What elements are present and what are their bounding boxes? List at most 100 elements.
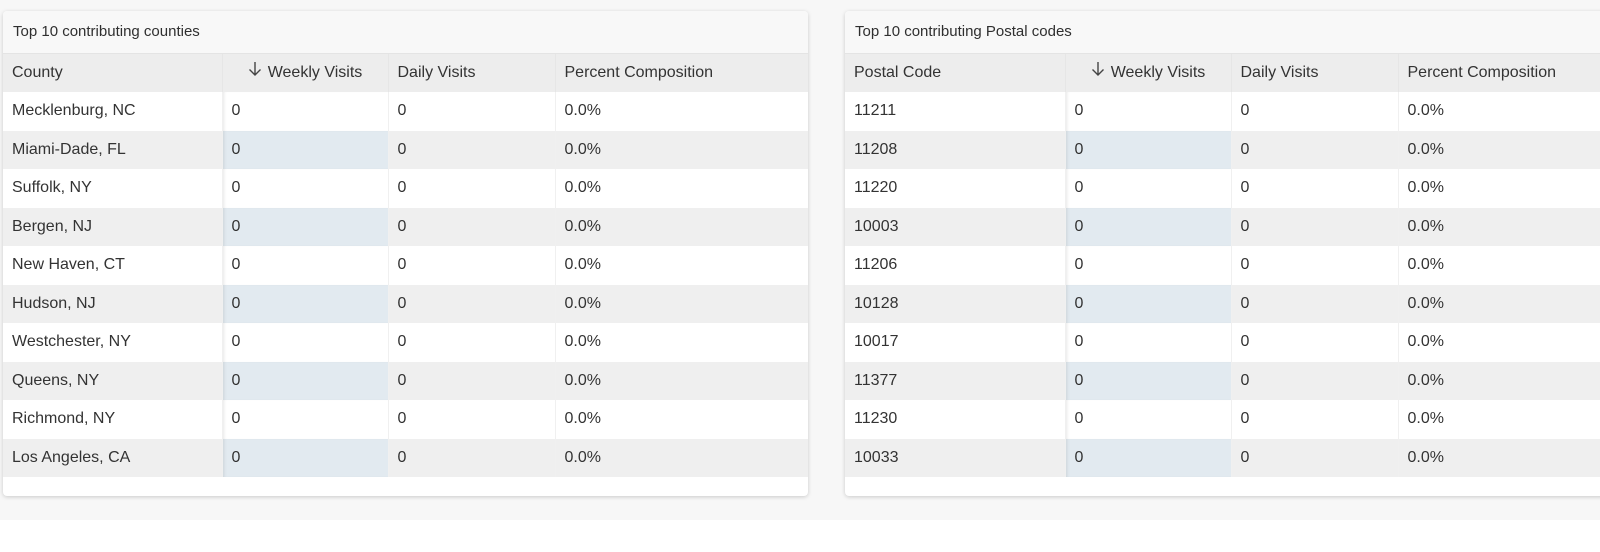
column-header-weekly-visits[interactable]: Weekly Visits: [222, 54, 389, 92]
table-row[interactable]: 10017 0 0 0.0%: [845, 323, 1600, 362]
cell-percent-composition: 0.0%: [1398, 246, 1600, 285]
cell-weekly-visits: 0: [1065, 438, 1232, 477]
column-header-label: Percent Composition: [564, 64, 714, 81]
cell-daily-visits: 0: [1231, 92, 1399, 131]
postal-codes-panel-title: Top 10 contributing Postal codes: [845, 11, 1600, 54]
counties-panel-title: Top 10 contributing counties: [3, 11, 808, 54]
cell-name: 11220: [845, 169, 1066, 208]
postal-codes-table: Postal Code Weekly Visits Daily Visits P…: [845, 54, 1600, 477]
cell-daily-visits: 0: [1231, 438, 1399, 477]
cell-name: Los Angeles, CA: [3, 438, 223, 477]
cell-name: 10003: [845, 207, 1066, 246]
table-row[interactable]: Westchester, NY 0 0 0.0%: [3, 323, 808, 362]
column-header-percent-composition[interactable]: Percent Composition: [1398, 54, 1600, 92]
table-row[interactable]: Suffolk, NY 0 0 0.0%: [3, 169, 808, 208]
arrow-down-icon: [248, 61, 262, 82]
counties-table: County Weekly Visits Daily Visits Percen…: [3, 54, 808, 477]
column-header-daily-visits[interactable]: Daily Visits: [1231, 54, 1399, 92]
table-row[interactable]: 10033 0 0 0.0%: [845, 438, 1600, 477]
arrow-down-icon: [1091, 61, 1105, 82]
table-row[interactable]: 11220 0 0 0.0%: [845, 169, 1600, 208]
cell-percent-composition: 0.0%: [1398, 284, 1600, 323]
cell-percent-composition: 0.0%: [555, 323, 808, 362]
table-header-row: County Weekly Visits Daily Visits Percen…: [3, 54, 808, 92]
table-row[interactable]: 11377 0 0 0.0%: [845, 361, 1600, 400]
cell-percent-composition: 0.0%: [1398, 323, 1600, 362]
cell-name: Suffolk, NY: [3, 169, 223, 208]
cell-daily-visits: 0: [388, 207, 556, 246]
cell-percent-composition: 0.0%: [555, 284, 808, 323]
cell-weekly-visits: 0: [222, 284, 389, 323]
table-row[interactable]: 11208 0 0 0.0%: [845, 130, 1600, 169]
postal-codes-panel: Top 10 contributing Postal codes Postal …: [845, 11, 1600, 496]
cell-percent-composition: 0.0%: [555, 207, 808, 246]
table-row[interactable]: 10128 0 0 0.0%: [845, 284, 1600, 323]
column-header-label: Postal Code: [854, 64, 942, 81]
table-row[interactable]: New Haven, CT 0 0 0.0%: [3, 246, 808, 285]
cell-name: Richmond, NY: [3, 400, 223, 439]
cell-daily-visits: 0: [388, 438, 556, 477]
column-header-label: Daily Visits: [397, 64, 476, 81]
table-row[interactable]: Richmond, NY 0 0 0.0%: [3, 400, 808, 439]
cell-name: Westchester, NY: [3, 323, 223, 362]
cell-percent-composition: 0.0%: [1398, 130, 1600, 169]
table-row[interactable]: Bergen, NJ 0 0 0.0%: [3, 207, 808, 246]
column-header-label: Percent Composition: [1407, 64, 1557, 81]
cell-percent-composition: 0.0%: [555, 438, 808, 477]
cell-daily-visits: 0: [1231, 207, 1399, 246]
cell-weekly-visits: 0: [222, 207, 389, 246]
cell-name: 10017: [845, 323, 1066, 362]
cell-weekly-visits: 0: [222, 400, 389, 439]
cell-weekly-visits: 0: [1065, 207, 1232, 246]
column-header-label: County: [12, 64, 63, 81]
cell-daily-visits: 0: [388, 284, 556, 323]
cell-weekly-visits: 0: [222, 169, 389, 208]
column-header-postal-code[interactable]: Postal Code: [845, 54, 1066, 92]
cell-weekly-visits: 0: [1065, 284, 1232, 323]
cell-name: Bergen, NJ: [3, 207, 223, 246]
column-header-weekly-visits[interactable]: Weekly Visits: [1065, 54, 1232, 92]
cell-name: 11230: [845, 400, 1066, 439]
cell-percent-composition: 0.0%: [1398, 400, 1600, 439]
table-header-row: Postal Code Weekly Visits Daily Visits P…: [845, 54, 1600, 92]
cell-weekly-visits: 0: [1065, 169, 1232, 208]
table-row[interactable]: Los Angeles, CA 0 0 0.0%: [3, 438, 808, 477]
cell-percent-composition: 0.0%: [1398, 169, 1600, 208]
cell-weekly-visits: 0: [222, 92, 389, 131]
column-header-daily-visits[interactable]: Daily Visits: [388, 54, 556, 92]
column-header-county[interactable]: County: [3, 54, 223, 92]
cell-weekly-visits: 0: [222, 246, 389, 285]
cell-percent-composition: 0.0%: [1398, 207, 1600, 246]
cell-name: Queens, NY: [3, 361, 223, 400]
cell-weekly-visits: 0: [222, 361, 389, 400]
table-row[interactable]: Queens, NY 0 0 0.0%: [3, 361, 808, 400]
cell-percent-composition: 0.0%: [555, 130, 808, 169]
cell-name: Hudson, NJ: [3, 284, 223, 323]
cell-daily-visits: 0: [388, 361, 556, 400]
table-row[interactable]: Mecklenburg, NC 0 0 0.0%: [3, 92, 808, 131]
cell-daily-visits: 0: [1231, 169, 1399, 208]
cell-name: 10033: [845, 438, 1066, 477]
cell-percent-composition: 0.0%: [1398, 438, 1600, 477]
table-row[interactable]: 10003 0 0 0.0%: [845, 207, 1600, 246]
cell-daily-visits: 0: [1231, 130, 1399, 169]
cell-weekly-visits: 0: [1065, 323, 1232, 362]
cell-daily-visits: 0: [388, 400, 556, 439]
table-row[interactable]: Hudson, NJ 0 0 0.0%: [3, 284, 808, 323]
cell-name: Mecklenburg, NC: [3, 92, 223, 131]
cell-daily-visits: 0: [388, 323, 556, 362]
cell-name: 11377: [845, 361, 1066, 400]
table-row[interactable]: Miami-Dade, FL 0 0 0.0%: [3, 130, 808, 169]
column-header-label: Weekly Visits: [1110, 63, 1206, 81]
table-row[interactable]: 11230 0 0 0.0%: [845, 400, 1600, 439]
cell-percent-composition: 0.0%: [1398, 361, 1600, 400]
cell-name: New Haven, CT: [3, 246, 223, 285]
column-header-percent-composition[interactable]: Percent Composition: [555, 54, 808, 92]
table-row[interactable]: 11206 0 0 0.0%: [845, 246, 1600, 285]
table-row[interactable]: 11211 0 0 0.0%: [845, 92, 1600, 131]
cell-weekly-visits: 0: [222, 438, 389, 477]
cell-daily-visits: 0: [1231, 361, 1399, 400]
cell-name: 11211: [845, 92, 1066, 131]
cell-name: 11208: [845, 130, 1066, 169]
counties-panel: Top 10 contributing counties County Week…: [3, 11, 808, 496]
